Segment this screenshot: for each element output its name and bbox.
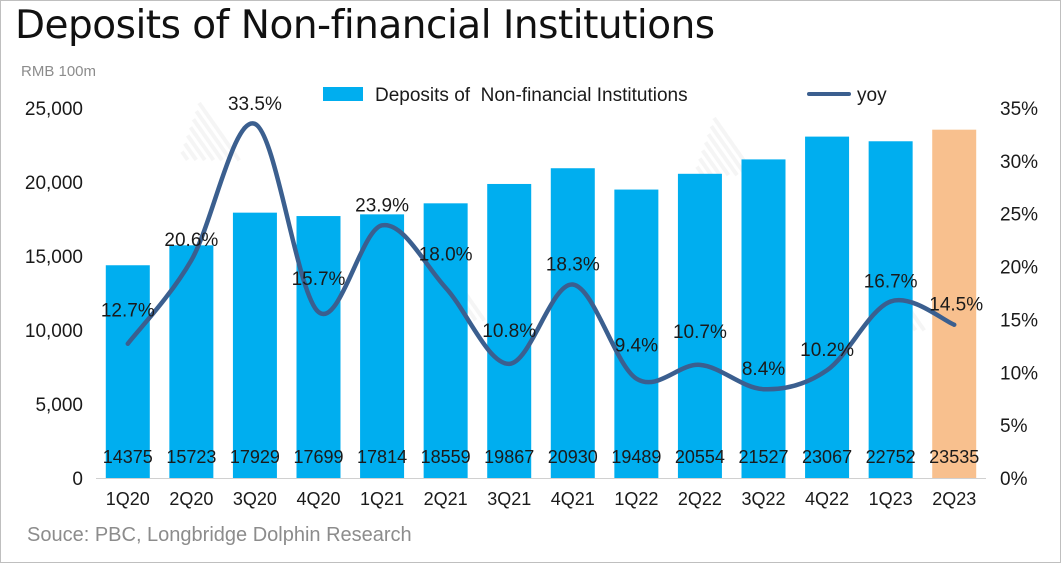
yoy-value-label: 15.7% (292, 269, 346, 290)
x-tick-label: 4Q21 (551, 489, 595, 509)
x-tick-label: 4Q20 (296, 489, 340, 509)
x-tick-label: 3Q20 (233, 489, 277, 509)
yoy-line (125, 121, 957, 392)
y2-tick-label: 25% (1000, 205, 1038, 226)
x-tick-label: 2Q22 (678, 489, 722, 509)
x-tick-label: 2Q20 (169, 489, 213, 509)
yoy-value-label: 10.8% (482, 321, 536, 342)
bar-3Q21 (487, 183, 532, 479)
bar-1Q21 (360, 214, 405, 479)
yoy-value-label: 16.7% (864, 271, 918, 292)
bar-value-label: 17929 (230, 447, 280, 467)
yoy-line-series (125, 121, 957, 392)
bar-value-label: 14375 (103, 447, 153, 467)
bar-2Q21 (423, 203, 468, 479)
legend-bar-label: Deposits of Non-financial Institutions (375, 85, 688, 106)
bar-value-label: 15723 (166, 447, 216, 467)
bar-2Q23 (932, 129, 977, 478)
bar-value-label: 17814 (357, 447, 407, 467)
y2-tick-label: 30% (1000, 152, 1038, 173)
bar-value-label: 18559 (421, 447, 471, 467)
bar-value-labels: 14375 15723 17929 17699 17814 18559 19867 20930… (103, 447, 979, 467)
x-tick-label: 2Q23 (932, 489, 976, 509)
legend-bar-swatch (323, 87, 363, 101)
y2-tick-label: 15% (1000, 310, 1038, 331)
yoy-value-label: 23.9% (355, 195, 409, 216)
bar-value-label: 19867 (484, 447, 534, 467)
x-tick-label: 4Q22 (805, 489, 849, 509)
bar-3Q22 (741, 159, 786, 479)
bar-series (105, 129, 977, 479)
y-tick-label: 25,000 (25, 99, 83, 120)
yoy-value-label: 14.5% (929, 295, 983, 316)
x-tick-label: 1Q21 (360, 489, 404, 509)
watermark-mark-0 (180, 101, 241, 162)
bar-value-label: 20554 (675, 447, 725, 467)
yoy-value-label: 12.7% (101, 301, 155, 322)
x-tick-label: 1Q23 (869, 489, 913, 509)
yoy-value-label: 8.4% (742, 359, 785, 380)
yoy-value-labels: 12.7% 20.6% 33.5% 15.7% 23.9% 18.0% 10.8% 18.3%… (101, 94, 983, 380)
y2-tick-label: 0% (1000, 469, 1028, 490)
yoy-value-label: 20.6% (164, 230, 218, 251)
x-axis: 1Q20 2Q20 3Q20 4Q20 1Q21 2Q21 3Q21 4Q21 1Q22 2Q22… (96, 478, 986, 509)
chart-title: Deposits of Non-financial Institutions (15, 3, 715, 48)
yoy-value-label: 10.2% (800, 340, 854, 361)
y-axis-right: 0% 5% 10% 15% 20% 25% 30% 35% (1000, 99, 1038, 490)
x-tick-label: 1Q20 (106, 489, 150, 509)
unit-label: RMB 100m (21, 63, 97, 80)
x-tick-label: 3Q22 (741, 489, 785, 509)
bar-value-label: 19489 (611, 447, 661, 467)
y-tick-label: 20,000 (25, 173, 83, 194)
bar-4Q20 (296, 216, 341, 478)
y2-tick-label: 5% (1000, 416, 1028, 437)
bar-4Q21 (550, 168, 595, 478)
y-tick-label: 0 (72, 469, 83, 490)
bar-value-label: 23535 (929, 447, 979, 467)
x-tick-label: 1Q22 (614, 489, 658, 509)
bar-3Q20 (232, 212, 277, 478)
y2-tick-label: 10% (1000, 363, 1038, 384)
y-tick-label: 10,000 (25, 321, 83, 342)
yoy-value-label: 33.5% (228, 94, 282, 115)
bar-4Q22 (805, 136, 850, 478)
x-tick-label: 2Q21 (424, 489, 468, 509)
bar-value-label: 22752 (866, 447, 916, 467)
y2-tick-label: 20% (1000, 258, 1038, 279)
bar-value-label: 17699 (293, 447, 343, 467)
bar-2Q22 (677, 173, 722, 479)
yoy-value-label: 18.3% (546, 255, 600, 276)
y2-tick-label: 35% (1000, 99, 1038, 120)
y-tick-label: 15,000 (25, 247, 83, 268)
legend-line-label: yoy (857, 85, 887, 106)
x-tick-label: 3Q21 (487, 489, 531, 509)
y-axis-left: 0 5,000 10,000 15,000 20,000 25,000 (25, 99, 83, 490)
source-note: Souce: PBC, Longbridge Dolphin Research (27, 524, 412, 546)
yoy-value-label: 9.4% (615, 336, 658, 357)
bar-value-label: 20930 (548, 447, 598, 467)
bar-1Q22 (614, 189, 659, 478)
yoy-value-label: 18.0% (419, 245, 473, 266)
bar-value-label: 23067 (802, 447, 852, 467)
bar-value-label: 21527 (738, 447, 788, 467)
legend: Deposits of Non-financial Institutions y… (323, 85, 887, 106)
yoy-value-label: 10.7% (673, 322, 727, 343)
bar-1Q20 (105, 265, 150, 478)
y-tick-label: 5,000 (35, 395, 83, 416)
